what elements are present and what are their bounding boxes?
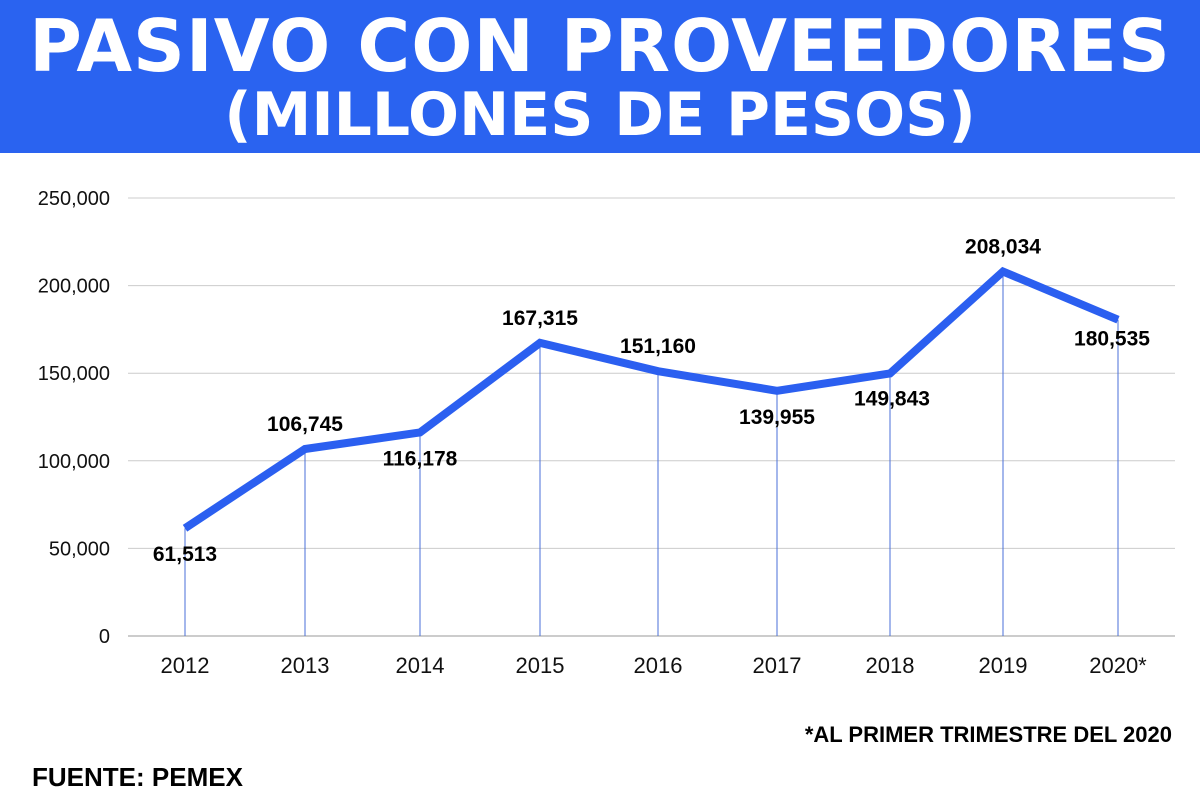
data-label: 61,513	[153, 543, 217, 566]
data-series-line	[182, 266, 1120, 532]
source-label: FUENTE: PEMEX	[32, 762, 243, 792]
y-tick-label: 200,000	[38, 276, 110, 298]
data-label: 208,034	[965, 236, 1041, 259]
y-tick-label: 50,000	[49, 538, 110, 560]
data-label: 139,955	[739, 406, 815, 429]
data-label: 106,745	[267, 413, 343, 436]
x-tick-label: 2015	[516, 653, 565, 678]
data-label: 180,535	[1074, 328, 1150, 351]
footnote: *AL PRIMER TRIMESTRE DEL 2020	[804, 722, 1172, 747]
y-tick-label: 250,000	[38, 188, 110, 210]
x-tick-label: 2012	[161, 653, 210, 678]
x-tick-label: 2016	[634, 653, 683, 678]
y-tick-label: 100,000	[38, 451, 110, 473]
data-label: 151,160	[620, 335, 696, 358]
x-tick-label: 2013	[281, 653, 330, 678]
title-banner: PASIVO CON PROVEEDORES (MILLONES DE PESO…	[0, 0, 1200, 153]
data-label: 149,843	[854, 387, 930, 410]
x-tick-label: 2014	[396, 653, 445, 678]
x-tick-label: 2018	[866, 653, 915, 678]
x-tick-label: 2019	[979, 653, 1028, 678]
y-tick-label: 0	[99, 626, 110, 648]
data-label: 167,315	[502, 307, 578, 330]
chart-subtitle: (MILLONES DE PESOS)	[224, 80, 976, 150]
chart-title: PASIVO CON PROVEEDORES	[29, 4, 1171, 88]
data-label: 116,178	[383, 447, 458, 470]
x-tick-label: 2020*	[1089, 653, 1147, 678]
x-tick-label: 2017	[753, 653, 802, 678]
y-tick-label: 150,000	[38, 363, 110, 385]
